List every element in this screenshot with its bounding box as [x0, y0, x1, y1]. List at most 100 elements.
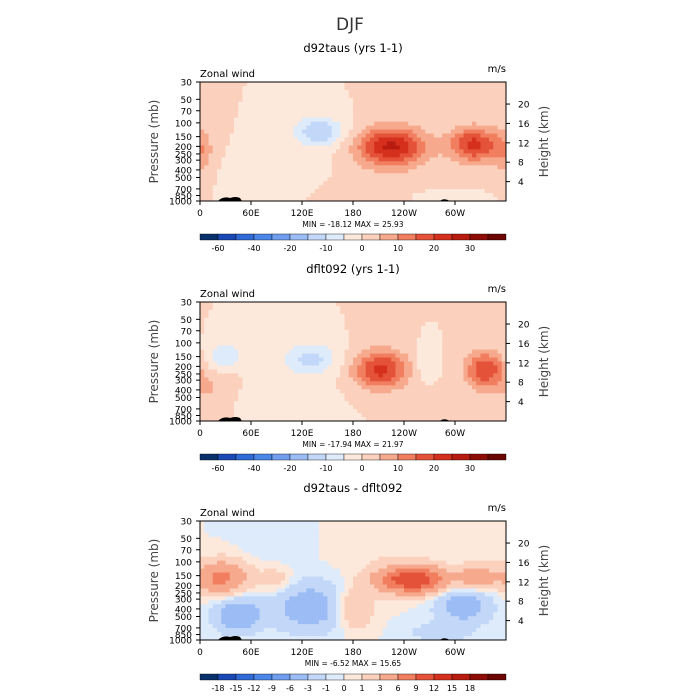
contour-cell [272, 197, 277, 201]
contour-cell [353, 365, 358, 370]
contour-cell [348, 121, 354, 127]
contour-cell [501, 153, 506, 158]
contour-cell [442, 302, 447, 307]
contour-cell [421, 305, 426, 311]
contour-cell [229, 153, 235, 158]
contour-cell [306, 145, 311, 150]
contour-cell [263, 377, 269, 382]
y2-tick-label: 12 [518, 359, 529, 369]
contour-cell [263, 361, 269, 366]
contour-cell [484, 165, 490, 170]
colorbar-swatch [451, 233, 471, 241]
contour-cell [442, 93, 447, 99]
contour-cell [365, 82, 371, 87]
contour-cell [268, 137, 273, 142]
contour-cell [238, 540, 243, 546]
contour-cell [246, 197, 252, 201]
contour-cell [484, 341, 490, 347]
contour-cell [340, 385, 345, 390]
contour-cell [365, 113, 371, 119]
contour-cell [365, 177, 371, 182]
contour-cell [263, 521, 269, 526]
contour-cell [348, 165, 354, 170]
contour-cell [429, 349, 435, 354]
contour-cell [289, 161, 294, 166]
contour-cell [229, 177, 235, 182]
contour-cell [442, 97, 447, 103]
contour-cell [404, 405, 409, 410]
contour-cell [493, 532, 498, 538]
contour-cell [212, 165, 218, 170]
contour-cell [467, 101, 473, 107]
contour-cell [217, 93, 222, 99]
contour-cell [200, 109, 205, 115]
contour-cell [476, 165, 481, 170]
contour-cell [455, 345, 460, 350]
contour-cell [455, 397, 460, 402]
contour-cell [353, 389, 358, 394]
contour-cell [425, 409, 430, 414]
contour-cell [208, 536, 214, 542]
contour-cell [433, 329, 439, 335]
contour-cell [429, 165, 435, 170]
contour-cell [378, 540, 384, 546]
contour-cell [361, 197, 367, 201]
contour-cell [365, 536, 371, 542]
contour-cell [484, 133, 490, 138]
contour-cell [480, 409, 486, 414]
contour-cell [429, 197, 435, 201]
contour-cell [272, 405, 277, 410]
contour-cell [217, 337, 222, 343]
contour-cell [455, 157, 460, 162]
contour-cell [391, 313, 396, 319]
contour-cell [314, 393, 320, 398]
contour-cell [404, 181, 409, 186]
contour-cell [472, 337, 477, 343]
contour-cell [208, 149, 214, 154]
contour-cell [340, 540, 345, 546]
contour-cell [497, 302, 503, 307]
x-tick-label: 60E [242, 429, 259, 439]
contour-cell [408, 109, 413, 115]
contour-cell [476, 393, 481, 398]
contour-cell [314, 377, 320, 382]
contour-cell [476, 405, 481, 410]
contour-cell [276, 373, 282, 378]
contour-cell [455, 153, 460, 158]
contour-cell [263, 133, 269, 138]
contour-cell [438, 321, 443, 327]
contour-cell [289, 361, 294, 366]
contour-cell [229, 329, 235, 335]
contour-cell [234, 173, 239, 178]
contour-cell [263, 369, 269, 374]
contour-cell [200, 353, 205, 358]
contour-cell [268, 393, 273, 398]
contour-cell [208, 377, 214, 382]
contour-cell [463, 409, 469, 414]
contour-cell [399, 528, 405, 534]
contour-cell [293, 169, 299, 174]
contour-cell [293, 401, 299, 406]
contour-cell [306, 82, 311, 87]
contour-cell [387, 337, 392, 343]
contour-cell [421, 337, 426, 343]
contour-cell [501, 353, 506, 358]
contour-cell [472, 169, 477, 174]
contour-cell [374, 337, 379, 343]
contour-cell [391, 333, 396, 339]
contour-cell [395, 377, 401, 382]
contour-cell [204, 373, 209, 378]
contour-cell [314, 333, 320, 339]
contour-cell [319, 149, 324, 154]
contour-cell [238, 381, 243, 386]
contour-cell [336, 181, 341, 186]
contour-cell [467, 369, 473, 374]
contour-cell [493, 337, 498, 343]
contour-cell [472, 389, 477, 394]
contour-cell [293, 341, 299, 347]
contour-cell [429, 401, 435, 406]
contour-cell [455, 405, 460, 410]
contour-cell [285, 165, 290, 170]
contour-cell [302, 337, 307, 343]
contour-cell [387, 82, 392, 87]
